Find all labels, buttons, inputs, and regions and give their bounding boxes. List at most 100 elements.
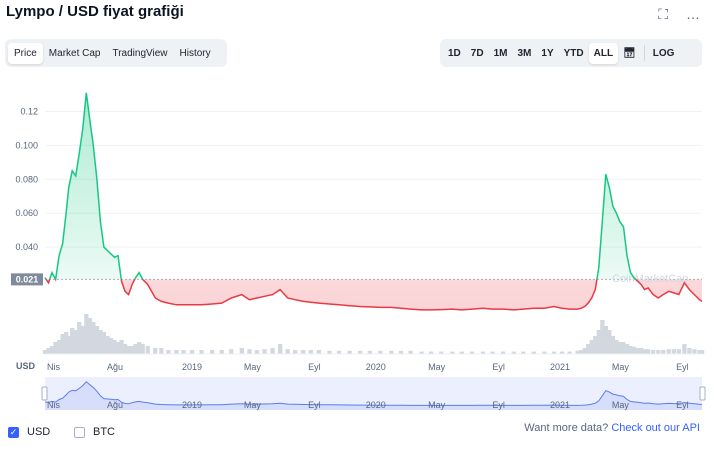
volume-bar	[108, 338, 114, 354]
volume-bar	[586, 344, 591, 354]
volume-bar	[582, 348, 587, 354]
x-tick-label: Eyl	[308, 362, 321, 372]
reference-value-label: 0.021	[16, 274, 39, 284]
volume-bar	[126, 346, 131, 354]
volume-bar	[105, 336, 110, 354]
volume-bar	[278, 344, 283, 354]
navigator-tick-label: Eyl	[676, 400, 689, 410]
log-toggle[interactable]: LOG	[652, 47, 675, 59]
x-tick-label: 2020	[366, 362, 386, 372]
volume-bar	[174, 350, 179, 354]
range-1y[interactable]: 1Y	[541, 47, 554, 59]
usd-label: USD	[27, 426, 51, 438]
volume-bar	[661, 350, 666, 354]
volume-bar	[501, 351, 506, 354]
calendar-icon[interactable]: 📅︎	[623, 47, 636, 59]
volume-bar	[57, 340, 62, 354]
volume-bar	[42, 350, 48, 354]
range-all[interactable]: ALL	[588, 42, 619, 64]
x-tick-label: 2021	[550, 362, 570, 372]
more-options-icon[interactable]: …	[686, 6, 700, 22]
x-tick-label: Nis	[47, 362, 60, 372]
y-tick-label: 0.040	[15, 242, 38, 252]
volume-bar	[210, 350, 215, 354]
volume-bar	[336, 350, 342, 354]
volume-bar	[699, 350, 705, 354]
volume-bar	[122, 344, 128, 354]
checkbox-empty-icon	[74, 426, 85, 438]
volume-bar	[247, 349, 252, 354]
volume-bar	[133, 344, 138, 354]
volume-bar	[189, 350, 195, 354]
volume-bar	[219, 350, 224, 354]
volume-bar	[656, 350, 661, 354]
volume-bar	[579, 350, 584, 354]
volume-bar	[358, 350, 363, 354]
btc-checkbox[interactable]: BTC	[74, 426, 115, 438]
usd-checkbox[interactable]: ✓ USD	[8, 426, 50, 438]
navigator-tick-label: Ağu	[107, 400, 123, 410]
volume-bar	[94, 326, 99, 354]
volume-bar	[624, 344, 630, 354]
range-3m[interactable]: 3M	[517, 47, 532, 59]
api-link[interactable]: Check out our API	[611, 422, 700, 434]
volume-bar	[628, 346, 633, 354]
volume-bar	[53, 342, 58, 354]
price-line-up	[44, 92, 637, 280]
range-ytd[interactable]: YTD	[563, 47, 584, 59]
volume-bar	[293, 350, 298, 354]
tab-history[interactable]: History	[179, 47, 211, 59]
api-promo-text: Want more data?	[524, 422, 609, 434]
volume-bar	[87, 318, 92, 354]
volume-bar	[73, 330, 78, 354]
volume-bar	[153, 348, 158, 354]
volume-bar	[84, 314, 89, 354]
volume-bar	[469, 351, 475, 354]
divider	[643, 45, 645, 61]
navigator-tick-label: 2019	[182, 400, 202, 410]
chart-footer: ✓ USD BTC Want more data? Check out our …	[0, 418, 714, 448]
navigator-tick-label: May	[612, 400, 630, 410]
volume-bar	[270, 348, 275, 354]
navigator-tick-label: May	[244, 400, 262, 410]
navigator-tick-label: Eyl	[492, 400, 505, 410]
navigator-area	[45, 381, 702, 410]
navigator-window	[45, 377, 702, 410]
btc-label: BTC	[93, 426, 115, 438]
volume-bar	[521, 351, 526, 354]
volume-bar	[49, 346, 55, 354]
volume-bar	[567, 351, 572, 354]
tab-price[interactable]: Price	[8, 42, 43, 64]
volume-bar	[551, 351, 557, 354]
y-tick-label: 0.12	[20, 106, 38, 116]
volume-bar	[60, 334, 65, 354]
x-tick-label: May	[428, 362, 446, 372]
volume-bar	[159, 348, 164, 354]
range-1m[interactable]: 1M	[493, 47, 508, 59]
tab-tradingview[interactable]: TradingView	[112, 47, 168, 59]
volume-bar	[137, 342, 142, 354]
volume-bar	[308, 350, 313, 354]
page-title: Lympo / USD fiyat grafiği	[6, 3, 184, 20]
volume-bar	[459, 351, 464, 354]
volume-bar	[70, 328, 75, 354]
tab-market-cap[interactable]: Market Cap	[48, 47, 101, 59]
price-chart: 0.12 0.100 0.080 0.060 0.040 0.021 CoinMarketC…	[0, 78, 714, 418]
navigator-tick-label: Eyl	[308, 400, 321, 410]
volume-bar	[181, 350, 186, 354]
y-tick-label: 0.080	[15, 174, 38, 184]
volume-bar	[119, 340, 124, 354]
api-promo: Want more data? Check out our API	[524, 422, 700, 434]
navigator-tick-label: Nis	[47, 400, 60, 410]
volume-bar	[596, 330, 601, 354]
check-icon: ✓	[8, 426, 19, 438]
volume-bar	[646, 349, 651, 354]
chart-tabs: Price Market Cap TradingView History	[5, 39, 227, 67]
fullscreen-icon[interactable]: ⛶	[658, 6, 668, 22]
navigator-handle-left	[41, 386, 48, 401]
volume-bar	[347, 350, 352, 354]
range-7d[interactable]: 7D	[470, 47, 484, 59]
volume-bar	[419, 351, 424, 354]
range-1d[interactable]: 1D	[448, 47, 461, 59]
volume-bar	[46, 348, 51, 354]
